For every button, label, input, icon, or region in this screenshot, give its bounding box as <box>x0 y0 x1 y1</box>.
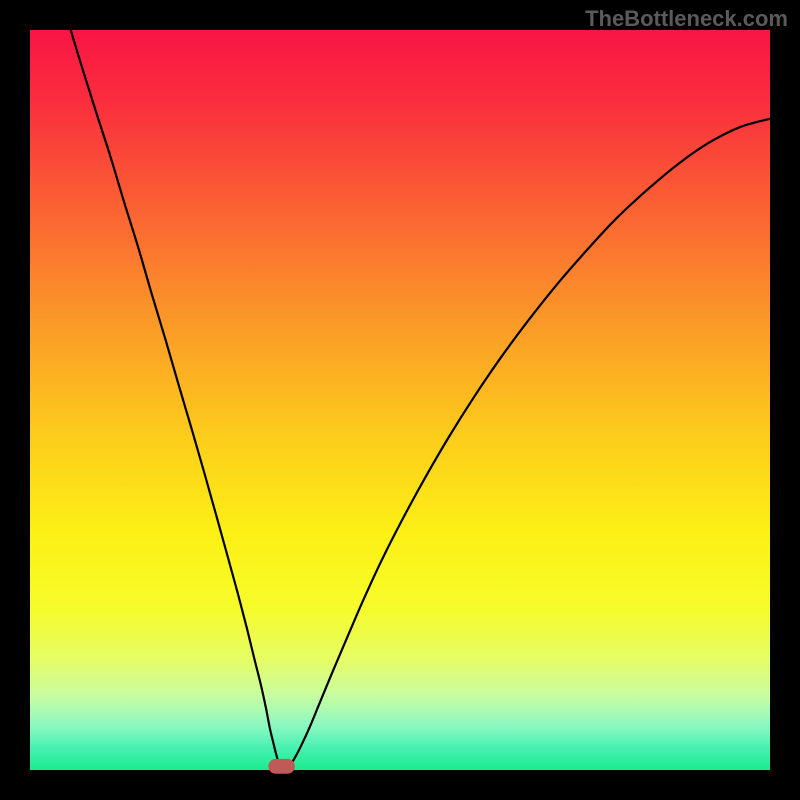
bottleneck-chart: TheBottleneck.com <box>0 0 800 800</box>
watermark-text: TheBottleneck.com <box>585 6 788 32</box>
chart-plot-background <box>30 30 770 770</box>
optimal-point-marker <box>268 759 295 774</box>
chart-svg <box>0 0 800 800</box>
